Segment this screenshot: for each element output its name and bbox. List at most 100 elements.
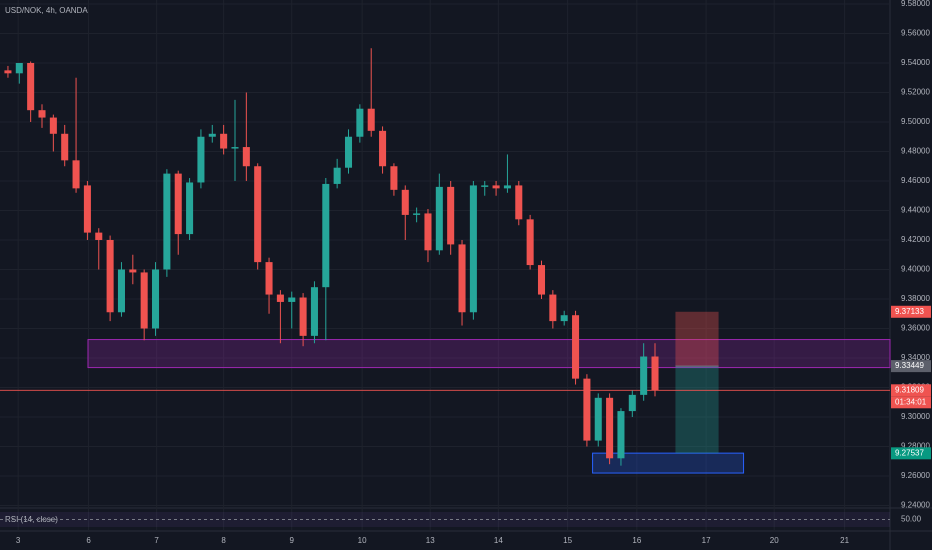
candle-body (606, 397, 614, 459)
candle-body (163, 173, 171, 270)
y-tick-label: 9.56000 (901, 29, 930, 38)
x-tick-label: 16 (632, 536, 641, 545)
candle-body (152, 269, 160, 329)
y-tick-label: 9.50000 (901, 117, 930, 126)
candle-body (628, 394, 636, 412)
candle-body (651, 356, 659, 391)
y-tick-label: 9.34000 (901, 353, 930, 362)
candle-body (424, 213, 432, 251)
x-tick-label: 15 (563, 536, 572, 545)
candle-body (572, 315, 580, 379)
stop-zone (675, 311, 719, 367)
y-tick-label: 9.36000 (901, 324, 930, 333)
x-tick-label: 7 (154, 536, 159, 545)
y-tick-label: 9.40000 (901, 265, 930, 274)
candle-body (299, 297, 307, 336)
x-tick-label: 3 (16, 536, 21, 545)
candle-body (38, 110, 46, 118)
candle-body (367, 108, 375, 131)
last-price-label: 9.31809 (895, 385, 924, 394)
x-tick-label: 6 (86, 536, 91, 545)
entry-label: 9.33449 (895, 361, 924, 370)
x-tick-label: 8 (221, 536, 226, 545)
candle-body (310, 287, 318, 336)
countdown-label-bg (891, 396, 931, 409)
candle-body (49, 117, 57, 134)
x-tick-label: 17 (702, 536, 711, 545)
target-label: 9.27537 (895, 448, 924, 457)
candle-body (174, 173, 182, 235)
entry-label-bg (891, 360, 931, 373)
y-tick-label: 9.48000 (901, 147, 930, 156)
candle-body (537, 265, 546, 295)
y-tick-label: 9.42000 (901, 235, 930, 244)
candle-body (617, 411, 625, 459)
x-tick-label: 10 (358, 536, 367, 545)
candle-body (140, 272, 148, 329)
candle-body (515, 185, 523, 220)
candle-body (356, 108, 364, 137)
target-label-bg (891, 447, 931, 460)
candle-body (526, 219, 534, 266)
candle-body (231, 147, 239, 149)
candle-body (594, 397, 602, 441)
zone (87, 339, 891, 369)
candle-body (640, 356, 648, 395)
candle-body (254, 166, 262, 263)
y-tick-label: 9.26000 (901, 471, 930, 480)
y-tick-label: 9.28000 (901, 442, 930, 451)
candle-body (220, 133, 228, 149)
candle-body (549, 294, 557, 322)
stop-label-bg (891, 305, 931, 318)
candle-body (390, 166, 398, 190)
y-tick-label: 9.44000 (901, 206, 930, 215)
y-tick-label: 9.52000 (901, 88, 930, 97)
candle-body (333, 167, 341, 184)
candle-body (129, 269, 137, 273)
candle-body (288, 297, 296, 302)
candle-body (4, 70, 12, 74)
x-tick-label: 9 (290, 536, 295, 545)
candle-body (208, 133, 216, 137)
candle-body (481, 185, 489, 187)
candle-body (186, 182, 194, 235)
candle-body (27, 62, 35, 111)
y-tick-label: 9.38000 (901, 294, 930, 303)
x-tick-label: 13 (426, 536, 435, 545)
candle-body (83, 185, 91, 233)
y-tick-label: 9.24000 (901, 501, 930, 510)
candle-body (560, 315, 568, 322)
candle-body (61, 133, 69, 161)
candle-body (492, 185, 500, 189)
zone (592, 452, 745, 474)
candle-body (583, 378, 591, 441)
stop-label: 9.37133 (895, 307, 924, 316)
candle-body (503, 185, 511, 189)
candle-body (413, 213, 421, 215)
countdown-label: 01:34:01 (895, 397, 927, 406)
candle-body (379, 130, 387, 167)
candle-body (447, 186, 455, 245)
candle-body (265, 262, 273, 295)
x-tick-label: 21 (840, 536, 849, 545)
target-zone (675, 366, 719, 454)
last-price-label-bg (891, 384, 931, 397)
y-tick-label: 9.46000 (901, 176, 930, 185)
candle-body (242, 147, 250, 167)
candle-body (435, 186, 443, 251)
rsi-tick-label: 50.00 (901, 515, 922, 524)
candle-body (117, 269, 125, 313)
x-tick-label: 20 (770, 536, 779, 545)
candle-body (197, 136, 205, 183)
x-tick-label: 14 (494, 536, 503, 545)
candle-body (322, 183, 330, 288)
y-tick-label: 9.54000 (901, 58, 930, 67)
candle-body (469, 185, 477, 313)
y-tick-label: 9.30000 (901, 412, 930, 421)
candle-body (458, 244, 466, 313)
y-tick-label: 9.58000 (901, 0, 930, 8)
candle-body (106, 239, 114, 313)
